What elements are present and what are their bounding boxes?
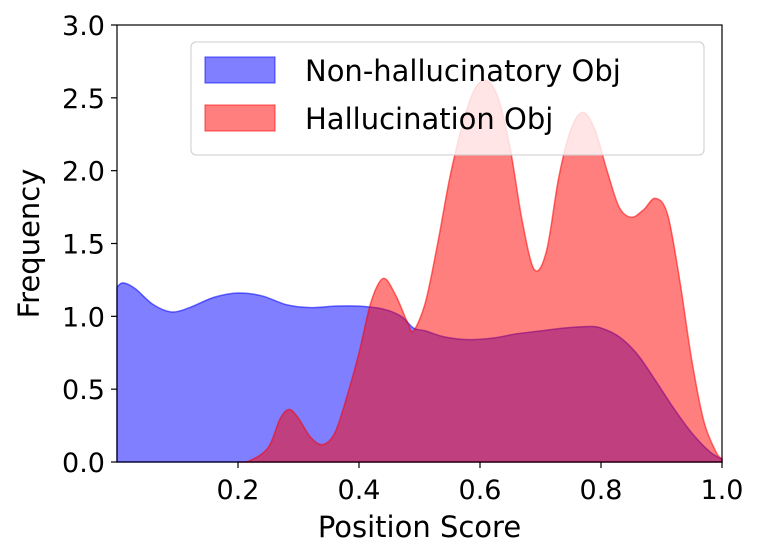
legend-label: Non-hallucinatory Obj xyxy=(305,54,621,88)
legend-box xyxy=(190,41,705,156)
y-axis: 0.0 0.5 1.0 1.5 2.0 2.5 3.0 xyxy=(62,11,117,479)
legend: Non-hallucinatory Obj Hallucination Obj xyxy=(190,41,705,156)
legend-label: Hallucination Obj xyxy=(305,102,553,136)
x-tick-label: 1.0 xyxy=(701,475,744,506)
y-tick-label: 1.0 xyxy=(62,302,105,333)
y-axis-label: Frequency xyxy=(12,169,46,319)
y-tick-label: 3.0 xyxy=(62,11,105,42)
y-tick-label: 0.5 xyxy=(62,375,105,406)
legend-swatch xyxy=(204,104,276,132)
x-tick-label: 0.4 xyxy=(338,475,381,506)
x-tick-label: 0.6 xyxy=(459,475,502,506)
legend-swatch xyxy=(204,56,276,84)
x-tick-label: 0.2 xyxy=(217,475,260,506)
y-tick-label: 2.0 xyxy=(62,157,105,188)
y-tick-label: 1.5 xyxy=(62,230,105,261)
x-axis-label: Position Score xyxy=(318,510,521,544)
y-tick-label: 0.0 xyxy=(62,448,105,479)
x-tick-label: 0.8 xyxy=(580,475,623,506)
x-axis: 0.2 0.4 0.6 0.8 1.0 xyxy=(217,462,744,506)
plot-areas xyxy=(116,79,723,463)
y-tick-label: 2.5 xyxy=(62,84,105,115)
